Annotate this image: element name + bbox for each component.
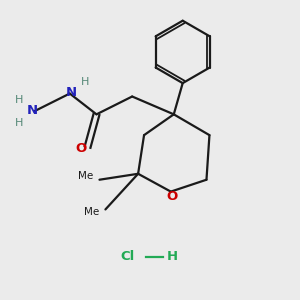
Text: H: H bbox=[14, 95, 23, 105]
Text: H: H bbox=[81, 77, 89, 87]
Text: N: N bbox=[66, 86, 77, 99]
Text: O: O bbox=[75, 142, 87, 155]
Text: H: H bbox=[14, 118, 23, 128]
Text: Me: Me bbox=[83, 207, 99, 217]
Text: Cl: Cl bbox=[121, 250, 135, 263]
Text: H: H bbox=[167, 250, 178, 263]
Text: O: O bbox=[167, 190, 178, 203]
Text: Me: Me bbox=[79, 171, 94, 181]
Text: N: N bbox=[27, 104, 38, 117]
